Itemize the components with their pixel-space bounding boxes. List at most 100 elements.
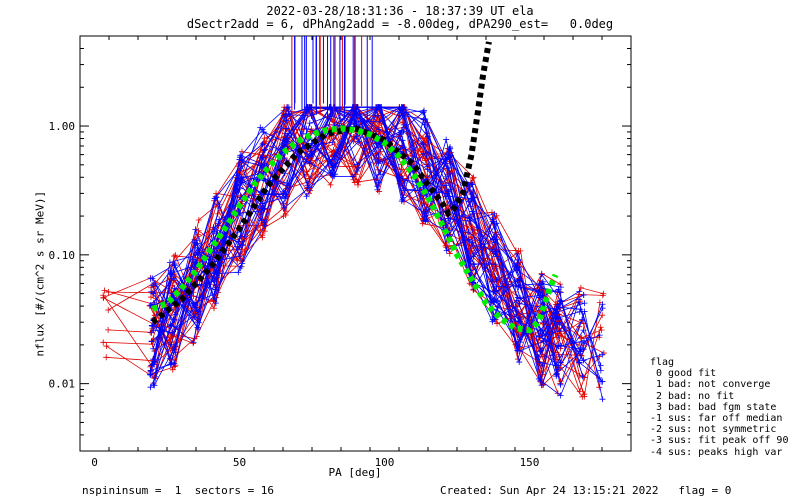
measurement-marker: [151, 361, 158, 368]
measurement-marker: [538, 271, 545, 278]
measurement-marker: [576, 288, 583, 295]
measurement-marker: [171, 285, 178, 292]
measurement-marker: [283, 193, 290, 200]
measurement-marker: [236, 154, 243, 161]
measurement-marker: [517, 339, 524, 346]
measurement-marker: [469, 239, 476, 246]
measurement-marker: [375, 160, 382, 167]
measurement-marker: [282, 212, 289, 219]
measurement-marker: [398, 106, 405, 113]
measurement-marker: [447, 216, 454, 223]
measurement-marker: [282, 125, 289, 132]
measurement-marker: [556, 328, 563, 335]
measurement-marker: [599, 301, 606, 308]
measurement-marker: [420, 116, 427, 123]
measurement-marker: [400, 128, 407, 135]
measurement-marker: [539, 280, 546, 287]
measurement-marker: [172, 252, 179, 259]
measurement-marker: [148, 338, 155, 345]
measurement-marker: [580, 337, 587, 344]
measurement-marker: [258, 217, 265, 224]
measurement-marker: [596, 332, 603, 339]
measurement-marker: [577, 335, 584, 342]
measurement-marker: [281, 142, 288, 149]
measurement-marker: [190, 300, 197, 307]
measurement-marker: [329, 139, 336, 146]
measurement-trace: [150, 106, 583, 383]
measurement-marker: [169, 366, 176, 373]
y-tick-label: 0.01: [49, 378, 76, 391]
measurement-marker: [147, 294, 154, 301]
measurement-marker: [262, 177, 269, 184]
measurement-marker: [468, 180, 475, 187]
x-tick-label: 50: [233, 456, 246, 469]
legend-entry: -2 sus: not symmetric: [650, 424, 777, 436]
measurement-marker: [446, 250, 453, 257]
measurement-marker: [489, 218, 496, 225]
measurement-marker: [600, 350, 607, 357]
measurement-marker: [492, 236, 499, 243]
measurement-marker: [420, 140, 427, 147]
measurement-marker: [421, 107, 428, 114]
measurement-marker: [304, 104, 311, 111]
measurement-marker: [442, 160, 449, 167]
measurement-marker: [303, 193, 310, 200]
measurement-marker: [190, 302, 197, 309]
measurement-marker: [210, 305, 217, 312]
measurement-marker: [195, 319, 202, 326]
measurement-marker: [517, 295, 524, 302]
measurement-marker: [261, 228, 268, 235]
measurement-marker: [330, 164, 337, 171]
measurement-marker: [100, 294, 107, 301]
measurement-marker: [492, 261, 499, 268]
measurement-marker: [515, 247, 522, 254]
measurement-marker: [516, 315, 523, 322]
measurement-marker: [103, 354, 110, 361]
measurement-marker: [148, 329, 155, 336]
measurement-marker: [488, 246, 495, 253]
measurement-marker: [303, 158, 310, 165]
measurement-marker: [469, 208, 476, 215]
legend-title: flag: [650, 357, 675, 368]
measurement-marker: [580, 292, 587, 299]
measurement-marker: [598, 327, 605, 334]
measurement-marker: [577, 284, 584, 291]
measurement-marker: [105, 306, 112, 313]
measurement-marker: [238, 179, 245, 186]
measurement-marker: [515, 264, 522, 271]
measurement-marker: [599, 351, 606, 358]
measurement-marker: [152, 373, 159, 380]
measurement-marker: [443, 136, 450, 143]
measurement-marker: [397, 148, 404, 155]
measurement-marker: [236, 244, 243, 251]
measurement-marker: [284, 143, 291, 150]
measurement-marker: [491, 210, 498, 217]
measurement-marker: [375, 179, 382, 186]
measurement-marker: [493, 283, 500, 290]
measurement-marker: [327, 181, 334, 188]
measurement-marker: [599, 396, 606, 403]
measurement-marker: [537, 327, 544, 334]
measurement-marker: [468, 196, 475, 203]
measurement-marker: [377, 171, 384, 178]
measurement-marker: [149, 275, 156, 282]
measurement-marker: [259, 232, 266, 239]
legend-entry: 3 bad: bad fgm state: [656, 401, 777, 413]
measurement-marker: [422, 218, 429, 225]
measurement-marker: [577, 306, 584, 313]
measurement-marker: [469, 175, 476, 182]
measurement-marker: [539, 300, 546, 307]
measurement-marker: [234, 257, 241, 264]
measurement-marker: [195, 217, 202, 224]
legend-entry: 2 bad: no fit: [656, 390, 735, 402]
measurement-marker: [442, 217, 449, 224]
measurement-marker: [354, 181, 361, 188]
footer-right-info: Created: Sun Apr 24 13:15:21 2022 flag =…: [440, 484, 732, 497]
measurement-marker: [577, 348, 584, 355]
measurement-marker: [536, 287, 543, 294]
measurement-marker: [514, 250, 521, 257]
measurement-marker: [422, 210, 429, 217]
measurement-marker: [306, 184, 313, 191]
measurement-marker: [466, 217, 473, 224]
